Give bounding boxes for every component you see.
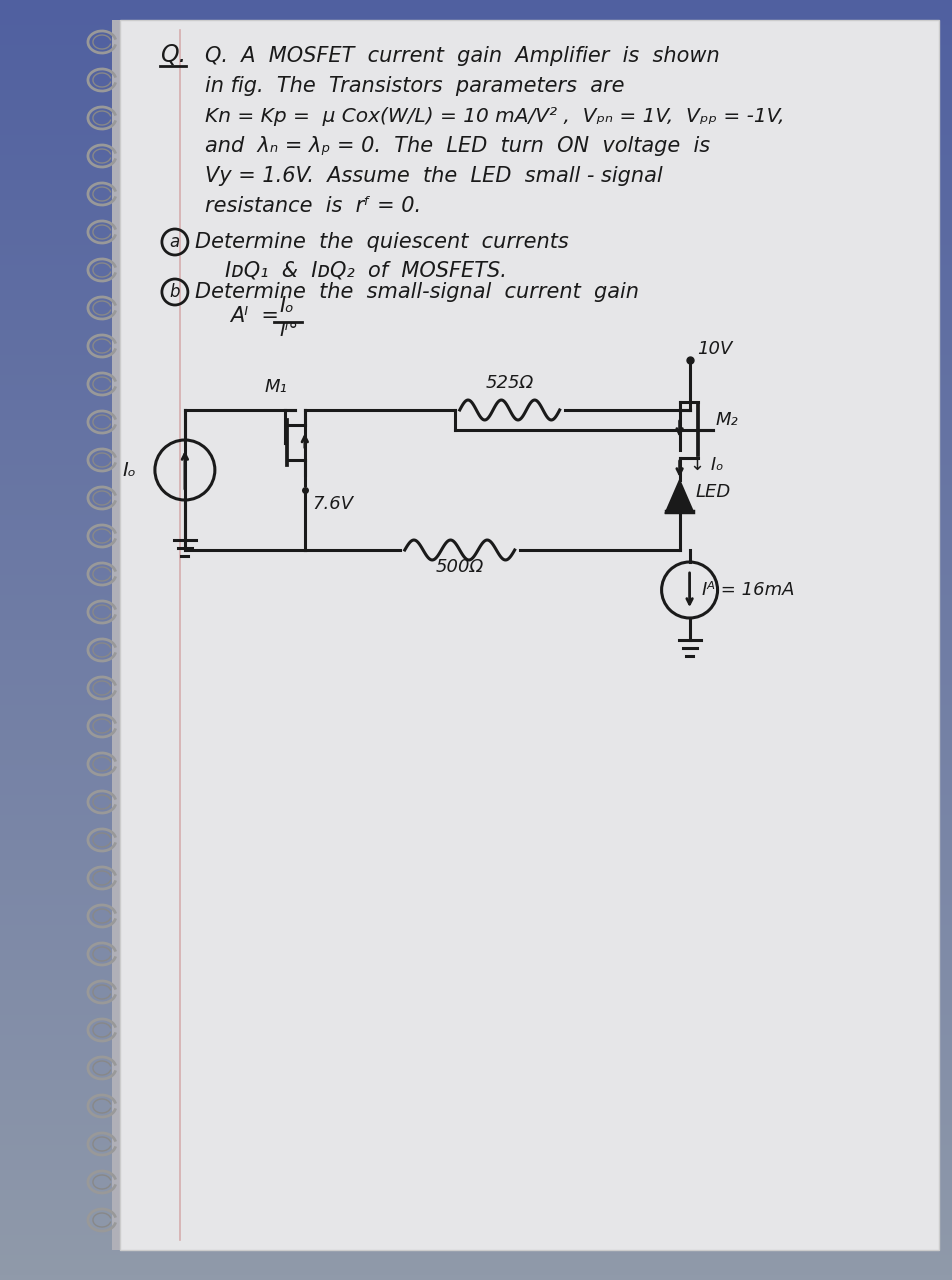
Text: 10V: 10V [698, 340, 733, 358]
Text: 7.6V: 7.6V [313, 495, 354, 513]
Text: 525Ω: 525Ω [486, 374, 534, 392]
FancyBboxPatch shape [120, 20, 940, 1251]
Text: a: a [169, 233, 180, 251]
Text: Iᴬ = 16mA: Iᴬ = 16mA [702, 581, 794, 599]
Text: Vy = 1.6V.  Assume  the  LED  small - signal: Vy = 1.6V. Assume the LED small - signal [205, 166, 663, 186]
Text: ↓ Iₒ: ↓ Iₒ [689, 456, 724, 474]
Text: resistance  is  rᶠ = 0.: resistance is rᶠ = 0. [205, 196, 421, 216]
Text: Iᴵ°: Iᴵ° [280, 321, 299, 340]
Text: M₂: M₂ [716, 411, 739, 429]
Text: b: b [169, 283, 180, 301]
Text: in fig.  The  Transistors  parameters  are: in fig. The Transistors parameters are [205, 76, 625, 96]
Text: and  λₙ = λₚ = 0.  The  LED  turn  ON  voltage  is: and λₙ = λₚ = 0. The LED turn ON voltage… [205, 136, 710, 156]
Text: 500Ω: 500Ω [436, 558, 484, 576]
Text: IᴅQ₁  &  IᴅQ₂  of  MOSFETS.: IᴅQ₁ & IᴅQ₂ of MOSFETS. [225, 260, 506, 280]
Text: Kn = Kp =  μ Cox(W/L) = 10 mA/V² ,  Vₚₙ = 1V,  Vₚₚ = -1V,: Kn = Kp = μ Cox(W/L) = 10 mA/V² , Vₚₙ = … [205, 108, 784, 125]
Text: Aᴵ  =: Aᴵ = [229, 306, 279, 326]
Text: LED: LED [696, 483, 731, 500]
Text: Iₒ: Iₒ [123, 461, 137, 480]
Text: Q.  A  MOSFET  current  gain  Amplifier  is  shown: Q. A MOSFET current gain Amplifier is sh… [205, 46, 720, 67]
Text: Determine  the  quiescent  currents: Determine the quiescent currents [195, 232, 568, 252]
Polygon shape [666, 483, 693, 512]
Text: Iₒ: Iₒ [280, 296, 294, 316]
FancyBboxPatch shape [112, 20, 124, 1251]
Text: Determine  the  small-signal  current  gain: Determine the small-signal current gain [195, 282, 639, 302]
Text: Q.: Q. [160, 44, 186, 67]
Text: M₁: M₁ [265, 378, 288, 396]
